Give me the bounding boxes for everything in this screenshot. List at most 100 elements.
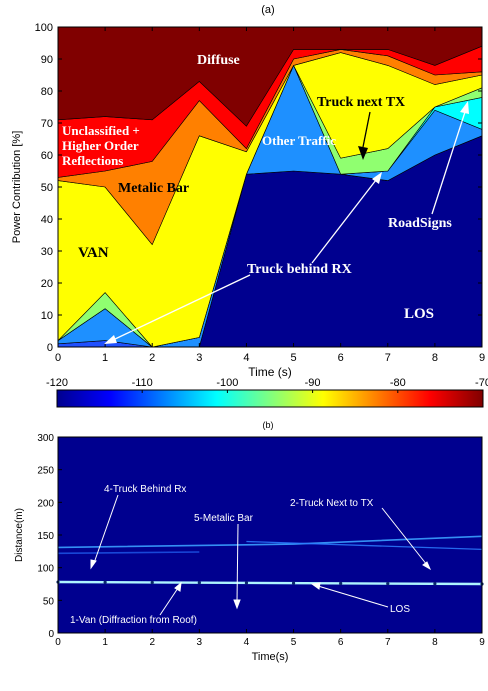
arrow-head-truck-next-tx <box>358 146 368 160</box>
arrow-head-van-b <box>174 581 182 592</box>
y-tick-label-a-1: 10 <box>41 310 53 322</box>
arrow-head-truck-behind-rx-left <box>104 335 117 344</box>
annotation-los: LOS <box>404 306 434 322</box>
x-tick-label-a-7: 7 <box>385 352 391 364</box>
colorbar-label-1: -110 <box>132 377 153 389</box>
annotation-diffuse: Diffuse <box>197 53 240 68</box>
chart-b-arrows <box>90 494 432 616</box>
colorbar <box>56 389 484 408</box>
annotation-metalic-bar: Metalic Bar <box>118 181 189 196</box>
y-tick-label-a-9: 90 <box>41 54 53 66</box>
y-tick-label-b-3: 150 <box>37 531 54 542</box>
colorbar-label-5: -70 <box>475 377 488 389</box>
arrow-truck-behind-rx-left <box>112 274 251 341</box>
annotation-truck-behind-rx: Truck behind RX <box>247 262 352 277</box>
arrow-van-b <box>159 587 179 616</box>
x-tick-label-a-8: 8 <box>432 352 438 364</box>
annotation-truck-behind-rx-b: 4-Truck Behind Rx <box>104 484 186 495</box>
x-tick-label-a-1: 1 <box>102 352 108 364</box>
trace-2 <box>246 540 483 551</box>
arrow-metalic-bar-b <box>236 523 239 603</box>
x-tick-label-a-3: 3 <box>196 352 202 364</box>
arrow-head-truck-behind-rx-b <box>90 559 97 570</box>
y-tick-label-b-4: 200 <box>37 498 54 509</box>
annotation-van-b: 1-Van (Diffraction from Roof) <box>70 615 197 626</box>
annotation-higher-order: Higher Order <box>62 138 139 153</box>
annotation-unclassified: Unclassified + <box>62 123 140 138</box>
y-tick-label-a-6: 60 <box>41 150 53 162</box>
colorbar-label-0: -120 <box>46 377 68 389</box>
x-tick-label-a-6: 6 <box>338 352 344 364</box>
arrow-head-truck-behind-rx-right <box>372 172 382 184</box>
y-tick-label-a-2: 20 <box>41 278 53 290</box>
y-tick-label-a-4: 40 <box>41 214 53 226</box>
x-tick-label-a-5: 5 <box>290 352 296 364</box>
annotation-truck-next-tx: Truck next TX <box>317 95 405 110</box>
annotation-truck-next-tx-b: 2-Truck Next to TX <box>290 498 374 509</box>
y-tick-label-a-0: 0 <box>47 342 53 354</box>
chart-b-title: (b) <box>263 420 274 430</box>
los-marker-5 <box>291 581 296 585</box>
arrow-truck-behind-rx-b <box>93 494 119 564</box>
annotation-roadsigns: RoadSigns <box>388 216 452 231</box>
trace-0 <box>57 580 483 586</box>
x-tick-label-b-9: 9 <box>479 637 485 648</box>
los-marker-1 <box>103 580 107 584</box>
arrow-head-roadsigns <box>460 101 469 114</box>
x-tick-label-a-9: 9 <box>479 352 485 364</box>
x-tick-label-b-2: 2 <box>149 637 155 648</box>
x-tick-label-a-2: 2 <box>149 352 155 364</box>
annotation-van: VAN <box>78 245 109 261</box>
los-marker-2 <box>150 580 154 585</box>
x-tick-label-b-3: 3 <box>197 637 203 648</box>
annotation-los-b: LOS <box>390 604 410 615</box>
chart-b-background <box>58 437 482 633</box>
annotation-other-traffic: Other Traffic <box>262 133 336 148</box>
x-tick-label-b-0: 0 <box>55 637 61 648</box>
arrow-roadsigns <box>431 111 466 215</box>
chart-b-ticks: 0 1 2 3 4 5 6 7 8 9 0 50 100 150 200 250 300 <box>37 433 485 648</box>
colorbar-label-4: -80 <box>390 377 406 389</box>
y-tick-label-a-5: 50 <box>41 182 53 194</box>
colorbar-label-3: -90 <box>305 377 321 389</box>
los-marker-3 <box>197 581 201 585</box>
x-tick-label-a-4: 4 <box>243 352 249 364</box>
chart-b-traces <box>56 535 484 586</box>
y-tick-label-a-10: 100 <box>35 22 53 34</box>
chart-a-arrows <box>104 101 469 344</box>
arrow-head-los-b <box>310 582 321 590</box>
y-tick-label-b-2: 100 <box>37 564 54 575</box>
los-marker-4 <box>244 581 249 585</box>
x-tick-label-b-8: 8 <box>432 637 438 648</box>
y-tick-label-a-8: 80 <box>41 86 53 98</box>
chart-a-ylabel: Power Contribution [%] <box>11 131 23 244</box>
arrow-truck-next-tx <box>362 111 371 148</box>
chart-b-xlabel: Time(s) <box>252 651 289 663</box>
x-tick-label-b-7: 7 <box>385 637 391 648</box>
arrow-los-b <box>317 585 389 608</box>
chart-a-title: (a) <box>261 4 274 16</box>
y-tick-label-b-5: 250 <box>37 466 54 477</box>
arrow-head-metalic-bar-b <box>233 599 241 610</box>
los-marker-8 <box>433 582 437 586</box>
annotation-reflections: Reflections <box>62 153 123 168</box>
colorbar-label-2: -100 <box>216 377 238 389</box>
x-tick-label-b-4: 4 <box>244 637 250 648</box>
y-tick-label-b-0: 0 <box>48 629 54 640</box>
colorbar-tick-labels: -120 -110 -100 -90 -80 -70 <box>46 377 488 389</box>
y-tick-label-a-3: 30 <box>41 246 53 258</box>
los-marker-7 <box>386 581 390 586</box>
y-tick-label-a-7: 70 <box>41 118 53 130</box>
colorbar-ticks <box>56 390 484 393</box>
trace-1 <box>57 535 483 549</box>
chart-a-xlabel: Time (s) <box>248 365 292 379</box>
y-tick-label-b-6: 300 <box>37 433 54 444</box>
x-tick-label-a-0: 0 <box>55 352 61 364</box>
arrow-truck-behind-rx-right <box>311 179 377 264</box>
los-marker-6 <box>339 581 343 585</box>
arrow-head-truck-next-tx-b <box>422 561 432 571</box>
x-tick-label-b-5: 5 <box>291 637 297 648</box>
annotation-metalic-bar-b: 5-Metalic Bar <box>194 513 254 524</box>
